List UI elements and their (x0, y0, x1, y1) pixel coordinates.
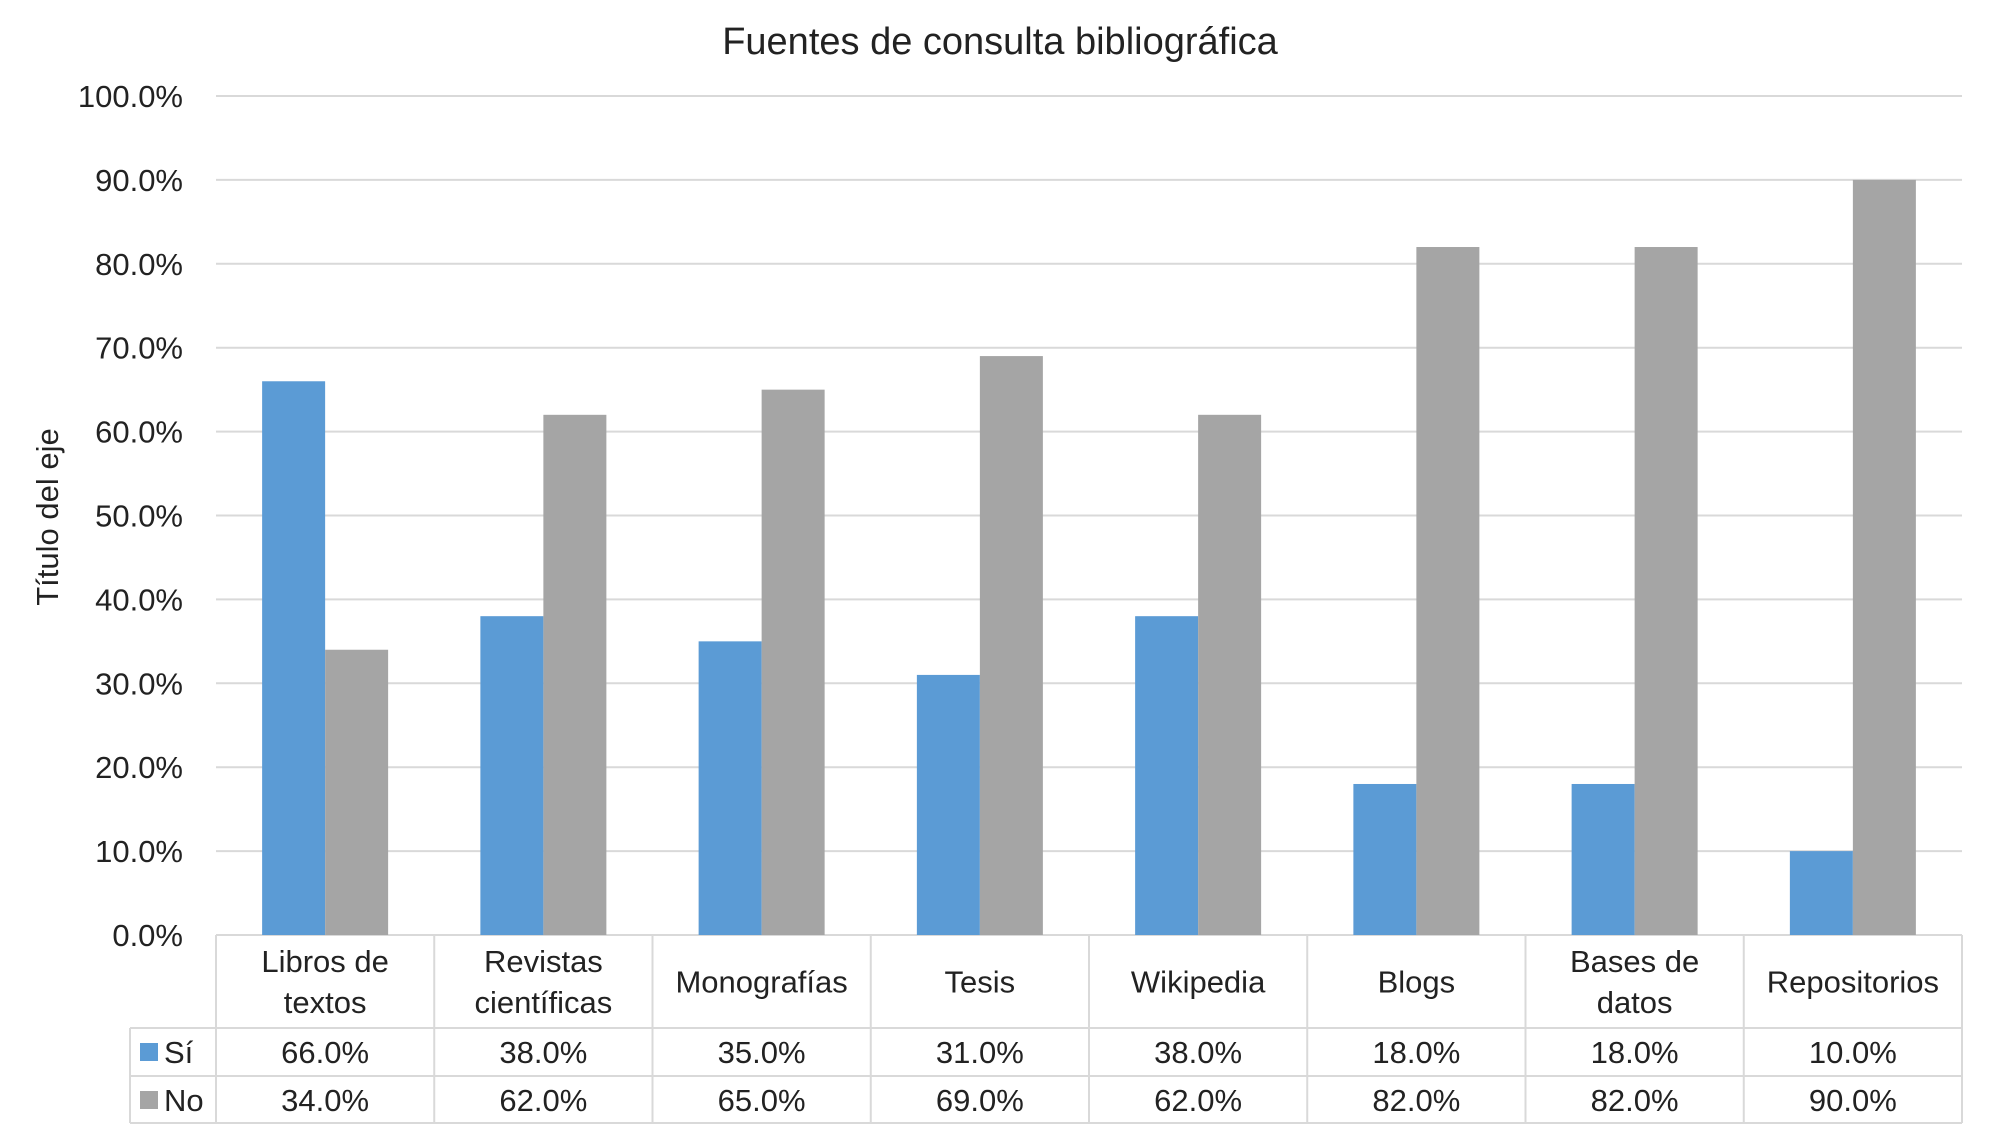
chart-title: Fuentes de consulta bibliográfica (722, 21, 1278, 63)
y-tick-label: 90.0% (95, 163, 183, 198)
data-label: 10.0% (1809, 1035, 1897, 1070)
y-tick-label: 50.0% (95, 499, 183, 534)
data-label: 90.0% (1809, 1083, 1897, 1118)
bar-no (325, 649, 389, 935)
y-tick-label: 60.0% (95, 415, 183, 450)
legend-key-si (140, 1043, 158, 1061)
legend-label: No (164, 1083, 204, 1118)
bar-no (1634, 247, 1698, 935)
legend-key-no (140, 1091, 158, 1109)
bar-si (1353, 783, 1417, 935)
bar-no (543, 414, 607, 935)
bar-no (1198, 414, 1262, 935)
y-tick-label: 0.0% (112, 918, 183, 953)
category-label: Blogs (1378, 965, 1456, 1000)
data-label: 62.0% (499, 1083, 587, 1118)
category-label: Monografías (675, 965, 847, 1000)
category-label: textos (284, 985, 367, 1020)
bar-no (1852, 179, 1916, 935)
y-tick-label: 20.0% (95, 750, 183, 785)
data-label: 62.0% (1154, 1083, 1242, 1118)
data-label: 69.0% (936, 1083, 1024, 1118)
y-tick-label: 70.0% (95, 331, 183, 366)
bar-si (916, 674, 980, 935)
bar-si (262, 381, 326, 935)
bars (262, 179, 1916, 936)
data-label: 18.0% (1372, 1035, 1460, 1070)
category-label: Revistas (484, 944, 603, 979)
bar-si (1135, 616, 1199, 935)
category-label: Bases de (1570, 944, 1699, 979)
y-tick-label: 80.0% (95, 247, 183, 282)
bar-si (1789, 851, 1853, 935)
data-label: 66.0% (281, 1035, 369, 1070)
category-label: Libros de (261, 944, 389, 979)
bar-si (698, 641, 762, 935)
data-label: 38.0% (499, 1035, 587, 1070)
y-tick-label: 30.0% (95, 666, 183, 701)
category-label: Repositorios (1767, 965, 1939, 1000)
data-table: Libros de textos Revistas científicas Monogr… (129, 935, 1963, 1124)
category-label: científicas (474, 985, 612, 1020)
data-label: 34.0% (281, 1083, 369, 1118)
data-label: 35.0% (718, 1035, 806, 1070)
gridlines (216, 95, 1962, 936)
y-axis-title: Título del eje (30, 428, 65, 606)
bar-no (979, 356, 1043, 936)
bar-no (1416, 247, 1480, 935)
bar-si (1571, 783, 1635, 935)
legend-label: Sí (164, 1035, 194, 1070)
data-label: 31.0% (936, 1035, 1024, 1070)
data-label: 82.0% (1372, 1083, 1460, 1118)
category-label: datos (1597, 985, 1673, 1020)
data-label: 18.0% (1591, 1035, 1679, 1070)
y-axis-tick-labels: 0.0% 10.0% 20.0% 30.0% 40.0% 50.0% 60.0% 70.0% 8… (78, 79, 183, 953)
y-tick-label: 100.0% (78, 79, 183, 114)
category-label: Tesis (945, 965, 1016, 1000)
y-tick-label: 40.0% (95, 582, 183, 617)
y-tick-label: 10.0% (95, 834, 183, 869)
data-label: 65.0% (718, 1083, 806, 1118)
bar-no (761, 389, 825, 935)
bar-si (480, 616, 544, 935)
category-label: Wikipedia (1131, 965, 1266, 1000)
data-label: 82.0% (1591, 1083, 1679, 1118)
data-label: 38.0% (1154, 1035, 1242, 1070)
